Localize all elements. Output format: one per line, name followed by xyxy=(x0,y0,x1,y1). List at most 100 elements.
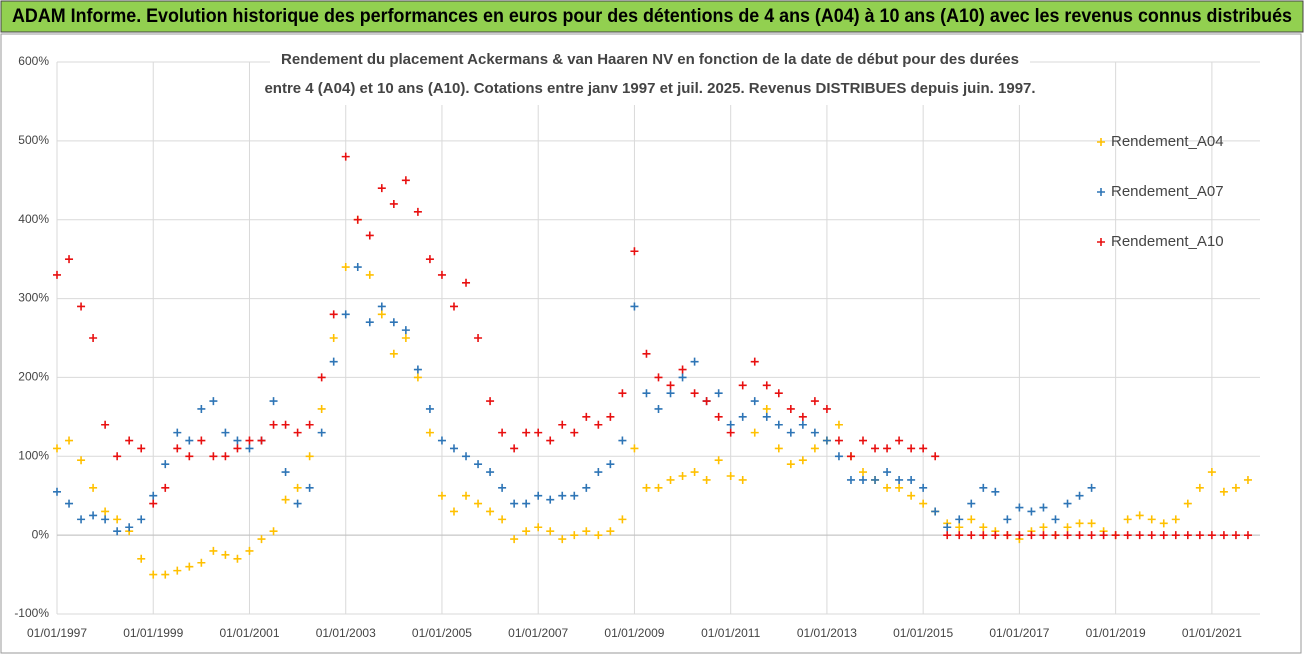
data-point xyxy=(1015,531,1024,540)
data-point xyxy=(89,334,98,342)
data-point xyxy=(1123,515,1132,524)
x-tick-label: 01/01/2017 xyxy=(989,626,1049,640)
data-point xyxy=(1135,511,1144,520)
data-point xyxy=(1027,507,1036,516)
data-point xyxy=(173,428,182,437)
data-point xyxy=(846,475,855,484)
data-point xyxy=(293,428,302,437)
data-point xyxy=(774,444,783,453)
data-point xyxy=(798,456,807,465)
data-point xyxy=(65,436,74,445)
legend-marker xyxy=(1097,188,1105,196)
x-tick-label: 01/01/2019 xyxy=(1086,626,1146,640)
data-point xyxy=(462,491,471,500)
data-point xyxy=(750,428,759,437)
data-point xyxy=(991,487,1000,496)
data-point xyxy=(1207,468,1216,477)
data-point xyxy=(895,475,904,484)
data-point xyxy=(1219,487,1228,496)
data-point xyxy=(185,452,194,461)
data-point xyxy=(630,444,639,453)
data-point xyxy=(486,397,495,406)
chart-title: ADAM Informe. Evolution historique des p… xyxy=(12,6,1292,27)
data-point xyxy=(967,515,976,524)
data-point xyxy=(1099,531,1108,540)
x-tick-label: 01/01/1999 xyxy=(123,626,183,640)
data-point xyxy=(305,420,314,429)
data-point xyxy=(1147,531,1156,540)
data-point xyxy=(714,412,723,421)
data-point xyxy=(449,444,458,453)
data-point xyxy=(522,527,531,536)
data-point xyxy=(161,570,170,579)
data-point xyxy=(690,468,699,477)
data-point xyxy=(1123,531,1132,540)
data-point xyxy=(1183,531,1192,540)
data-point xyxy=(1039,523,1048,532)
data-point xyxy=(77,456,86,465)
data-point xyxy=(377,184,386,193)
data-point xyxy=(546,495,555,504)
y-tick-label: 400% xyxy=(18,212,49,226)
data-point xyxy=(185,562,194,571)
x-tick-label: 01/01/2001 xyxy=(219,626,279,640)
data-point xyxy=(979,523,988,532)
data-point xyxy=(377,310,386,319)
data-point xyxy=(401,176,410,185)
data-point xyxy=(77,302,86,311)
data-point xyxy=(209,452,218,461)
data-point xyxy=(859,468,868,477)
data-point xyxy=(570,531,579,540)
data-point xyxy=(642,349,651,358)
data-point xyxy=(137,554,146,563)
data-point xyxy=(305,452,314,461)
data-point xyxy=(281,495,290,504)
data-point xyxy=(534,491,543,500)
data-point xyxy=(967,531,976,540)
data-point xyxy=(65,255,74,264)
data-point xyxy=(1075,519,1084,528)
data-point xyxy=(534,523,543,532)
data-point xyxy=(690,357,699,366)
data-point xyxy=(654,404,663,413)
data-point xyxy=(53,444,61,453)
data-point xyxy=(1195,531,1204,540)
y-tick-label: 0% xyxy=(32,527,50,541)
data-point xyxy=(149,491,158,500)
data-point xyxy=(666,381,675,390)
data-point xyxy=(1135,531,1144,540)
data-point xyxy=(931,507,940,516)
data-point xyxy=(293,483,302,492)
data-point xyxy=(317,428,326,437)
data-point xyxy=(714,456,723,465)
data-point xyxy=(113,527,122,536)
data-point xyxy=(197,558,206,567)
data-point xyxy=(654,373,663,382)
data-point xyxy=(1171,531,1180,540)
x-tick-label: 01/01/2015 xyxy=(893,626,953,640)
x-tick-label: 01/01/2009 xyxy=(604,626,664,640)
data-point xyxy=(53,487,61,496)
data-point xyxy=(389,349,398,358)
data-point xyxy=(510,499,519,508)
data-point xyxy=(329,310,338,319)
data-point xyxy=(161,483,170,492)
data-point xyxy=(281,468,290,477)
data-point xyxy=(630,302,639,311)
data-point xyxy=(474,334,483,342)
y-tick-label: 500% xyxy=(18,133,49,147)
data-point xyxy=(125,436,134,445)
data-point xyxy=(798,412,807,421)
data-point xyxy=(149,570,158,579)
data-point xyxy=(822,404,831,413)
data-point xyxy=(1195,483,1204,492)
data-point xyxy=(209,546,218,555)
data-point xyxy=(546,527,555,536)
data-point xyxy=(606,412,615,421)
data-point xyxy=(630,247,639,256)
data-point xyxy=(774,389,783,398)
data-point xyxy=(113,515,122,524)
data-point xyxy=(413,365,422,374)
data-point xyxy=(474,499,483,508)
